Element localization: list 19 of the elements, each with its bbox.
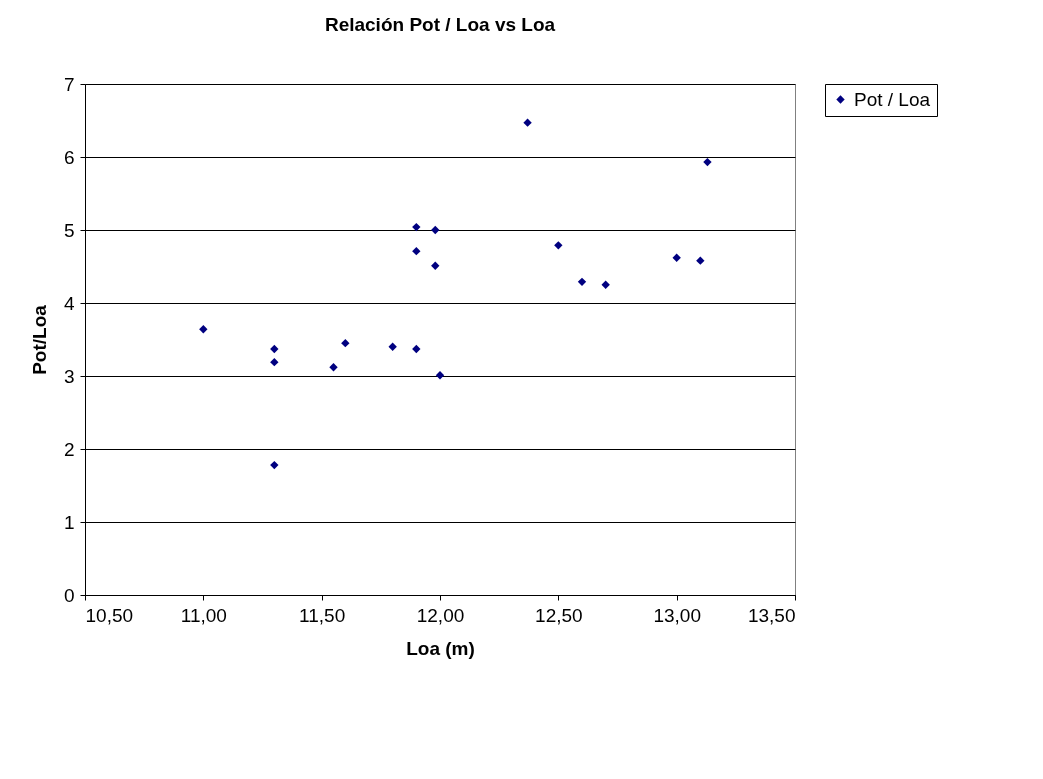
legend-label: Pot / Loa	[854, 88, 931, 110]
chart-title: Relación Pot / Loa vs Loa	[324, 14, 556, 35]
x-tick-label: 13,50	[747, 604, 796, 626]
x-tick-label: 12,50	[535, 604, 583, 626]
y-tick-label: 2	[63, 438, 75, 460]
x-tick-label: 10,50	[85, 604, 134, 626]
y-tick-label: 6	[63, 146, 75, 168]
x-tick-label: 11,00	[180, 604, 227, 626]
y-tick-label: 5	[63, 219, 75, 241]
x-axis-title: Loa (m)	[406, 637, 475, 659]
y-axis-title: Pot/Loa	[28, 304, 50, 375]
y-tick-label: 0	[63, 584, 75, 606]
y-tick-label: 1	[63, 511, 75, 533]
y-tick-label: 4	[63, 292, 75, 314]
x-tick-label: 13,00	[653, 604, 701, 626]
x-tick-label: 11,50	[299, 604, 346, 626]
y-tick-label: 7	[63, 73, 75, 95]
x-tick-label: 12,00	[416, 604, 465, 626]
y-tick-label: 3	[63, 365, 75, 387]
